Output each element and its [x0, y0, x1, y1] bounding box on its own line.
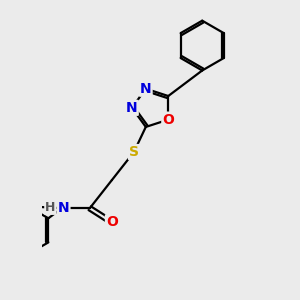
Text: H: H	[45, 201, 56, 214]
Text: O: O	[162, 112, 174, 127]
Text: N: N	[126, 101, 138, 115]
Text: N: N	[58, 201, 70, 215]
Text: O: O	[106, 215, 118, 229]
Text: N: N	[140, 82, 152, 96]
Text: S: S	[129, 145, 139, 159]
